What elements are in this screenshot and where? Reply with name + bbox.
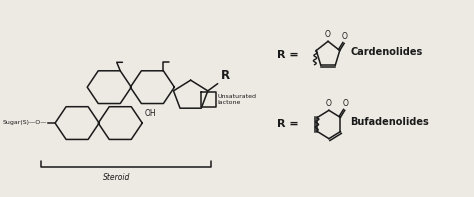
Text: O: O [325,31,331,39]
Text: O: O [343,99,348,108]
Text: R: R [220,69,230,82]
Text: Sugar(S)—O—: Sugar(S)—O— [3,120,47,125]
Text: O: O [326,99,332,108]
Text: R =: R = [277,50,299,59]
Text: OH: OH [145,109,156,118]
Text: R =: R = [277,120,299,129]
Text: Unsaturated
lactone: Unsaturated lactone [218,94,257,105]
Text: Steroid: Steroid [103,173,130,182]
Text: Cardenolides: Cardenolides [350,47,422,57]
Text: Bufadenolides: Bufadenolides [350,117,429,127]
Text: O: O [342,32,348,41]
